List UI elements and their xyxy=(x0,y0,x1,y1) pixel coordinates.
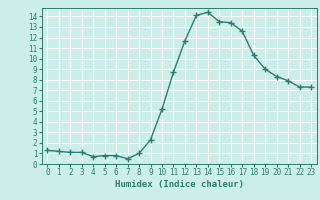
X-axis label: Humidex (Indice chaleur): Humidex (Indice chaleur) xyxy=(115,180,244,189)
